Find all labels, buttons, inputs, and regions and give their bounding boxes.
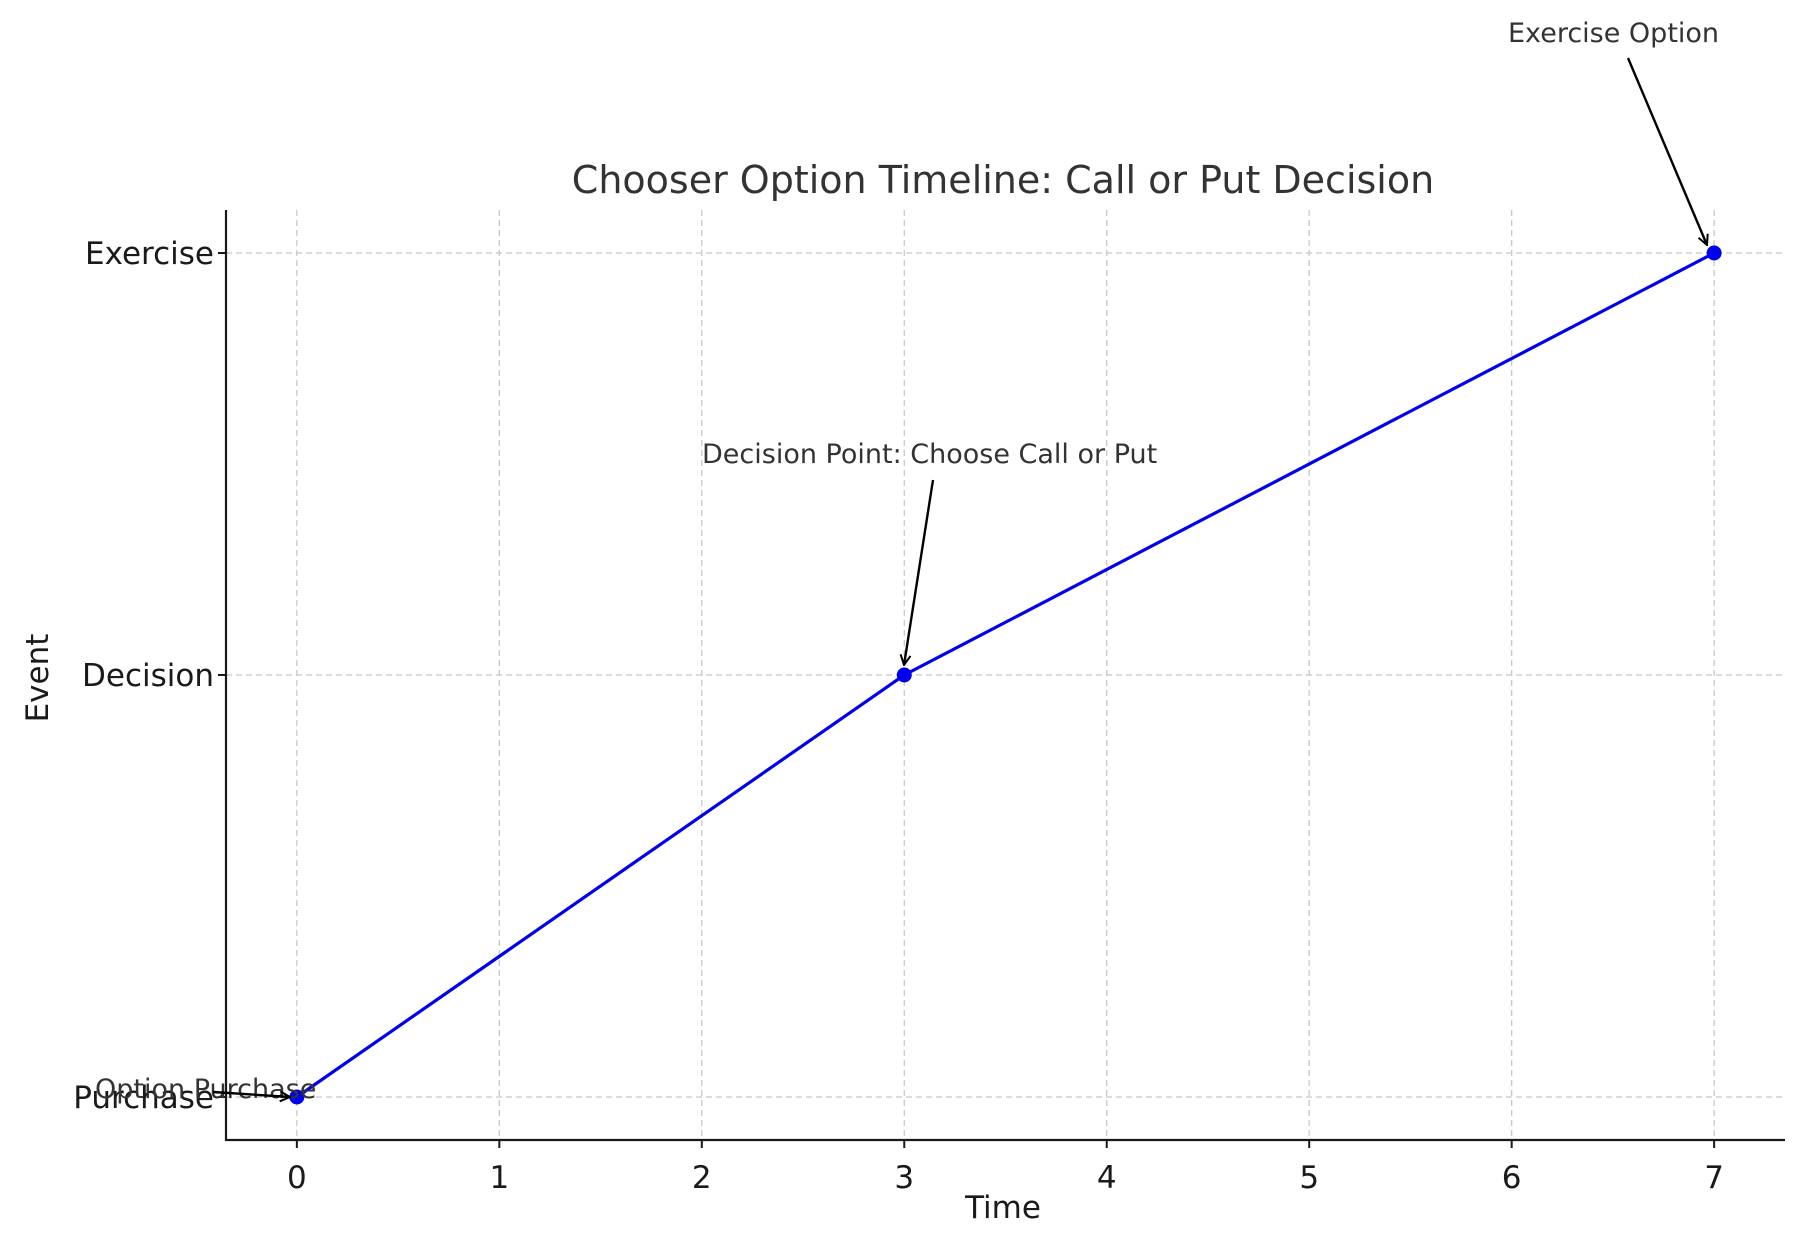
annotation-arrow — [904, 479, 935, 665]
axes-spine — [224, 210, 1785, 1142]
y-tick-label: Purchase — [73, 1080, 214, 1116]
annotation-label: Option Purchase — [95, 1074, 316, 1105]
data-point — [289, 1089, 305, 1105]
y-axis-label: Event — [20, 634, 56, 723]
axis-ticks: 0 1 2 3 4 5 6 7 Purchase Decision Exercise — [73, 236, 1724, 1196]
grid-lines — [226, 210, 1785, 1140]
chart-title: Chooser Option Timeline: Call or Put Dec… — [572, 158, 1434, 202]
x-tick-label: 3 — [894, 1160, 914, 1196]
annotation-arrow — [212, 1092, 290, 1097]
data-point — [1706, 245, 1722, 261]
axes-spines — [224, 210, 1785, 1142]
annotation-label: Exercise Option — [1508, 18, 1719, 49]
annotations: Option Purchase Decision Point: Choose Ca… — [95, 18, 1719, 1105]
data-point — [896, 667, 912, 683]
series-layer — [289, 245, 1722, 1105]
x-tick-label: 4 — [1097, 1160, 1117, 1196]
y-tick-label: Decision — [82, 658, 214, 694]
x-axis-label: Time — [964, 1190, 1041, 1226]
annotation-label: Decision Point: Choose Call or Put — [702, 439, 1157, 470]
annotation-arrow — [1626, 57, 1707, 245]
x-tick-label: 2 — [692, 1160, 712, 1196]
x-tick-label: 7 — [1704, 1160, 1724, 1196]
x-tick-label: 6 — [1502, 1160, 1522, 1196]
x-tick-label: 5 — [1299, 1160, 1319, 1196]
x-tick-label: 1 — [489, 1160, 509, 1196]
x-tick-label: 0 — [287, 1160, 307, 1196]
y-tick-label: Exercise — [85, 236, 214, 272]
